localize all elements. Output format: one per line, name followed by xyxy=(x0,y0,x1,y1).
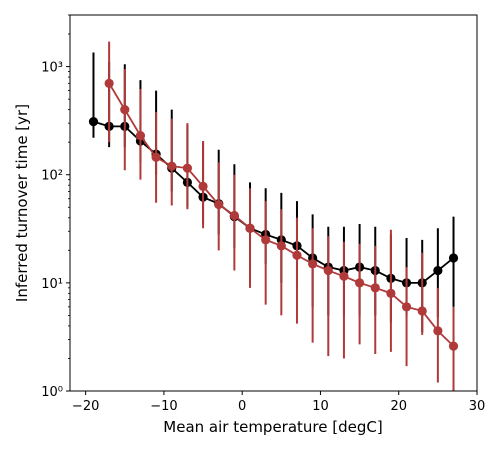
data-point xyxy=(433,265,443,276)
data-point xyxy=(386,288,396,298)
series-1 xyxy=(104,41,459,391)
data-point xyxy=(135,131,146,141)
data-point xyxy=(167,161,177,171)
data-point xyxy=(370,283,380,293)
data-point xyxy=(214,199,224,210)
x-tick-label: −20 xyxy=(72,399,99,414)
data-point xyxy=(276,241,286,251)
y-tick-label: 10¹ xyxy=(41,277,63,292)
data-point xyxy=(354,278,365,288)
x-tick-label: 10 xyxy=(312,399,329,414)
y-tick-label: 10³ xyxy=(41,61,63,76)
x-tick-label: 0 xyxy=(238,399,246,414)
x-tick-label: 20 xyxy=(390,399,407,414)
y-tick-label: 10⁰ xyxy=(41,385,63,400)
data-point xyxy=(229,210,239,221)
y-tick-label: 10² xyxy=(41,169,63,184)
x-tick-label: −10 xyxy=(150,399,177,414)
x-ticks: −20 −10 0 10 20 30 xyxy=(72,391,485,414)
data-point xyxy=(433,326,443,336)
data-point xyxy=(245,223,255,233)
data-point xyxy=(308,259,318,269)
x-axis-label: Mean air temperature [degC] xyxy=(163,418,382,436)
data-point xyxy=(151,152,161,162)
series-0 xyxy=(88,52,459,333)
data-point xyxy=(88,116,99,127)
y-ticks: 10⁰ 10¹ 10² 10³ xyxy=(41,14,70,400)
data-point xyxy=(448,341,459,351)
axes xyxy=(69,14,478,392)
y-axis-label: Inferred turnover time [yr] xyxy=(13,104,31,302)
data-point xyxy=(448,253,459,263)
data-point xyxy=(182,163,193,173)
data-point xyxy=(417,306,427,316)
x-tick-label: 30 xyxy=(469,399,486,414)
data-point xyxy=(198,181,208,191)
data-point xyxy=(261,235,271,245)
plot-area xyxy=(88,41,459,391)
data-point xyxy=(339,271,349,281)
plot-frame xyxy=(69,14,478,392)
data-point xyxy=(120,105,130,115)
data-point xyxy=(323,265,333,276)
data-point xyxy=(401,302,412,312)
data-point xyxy=(104,78,114,88)
data-point xyxy=(292,250,302,260)
